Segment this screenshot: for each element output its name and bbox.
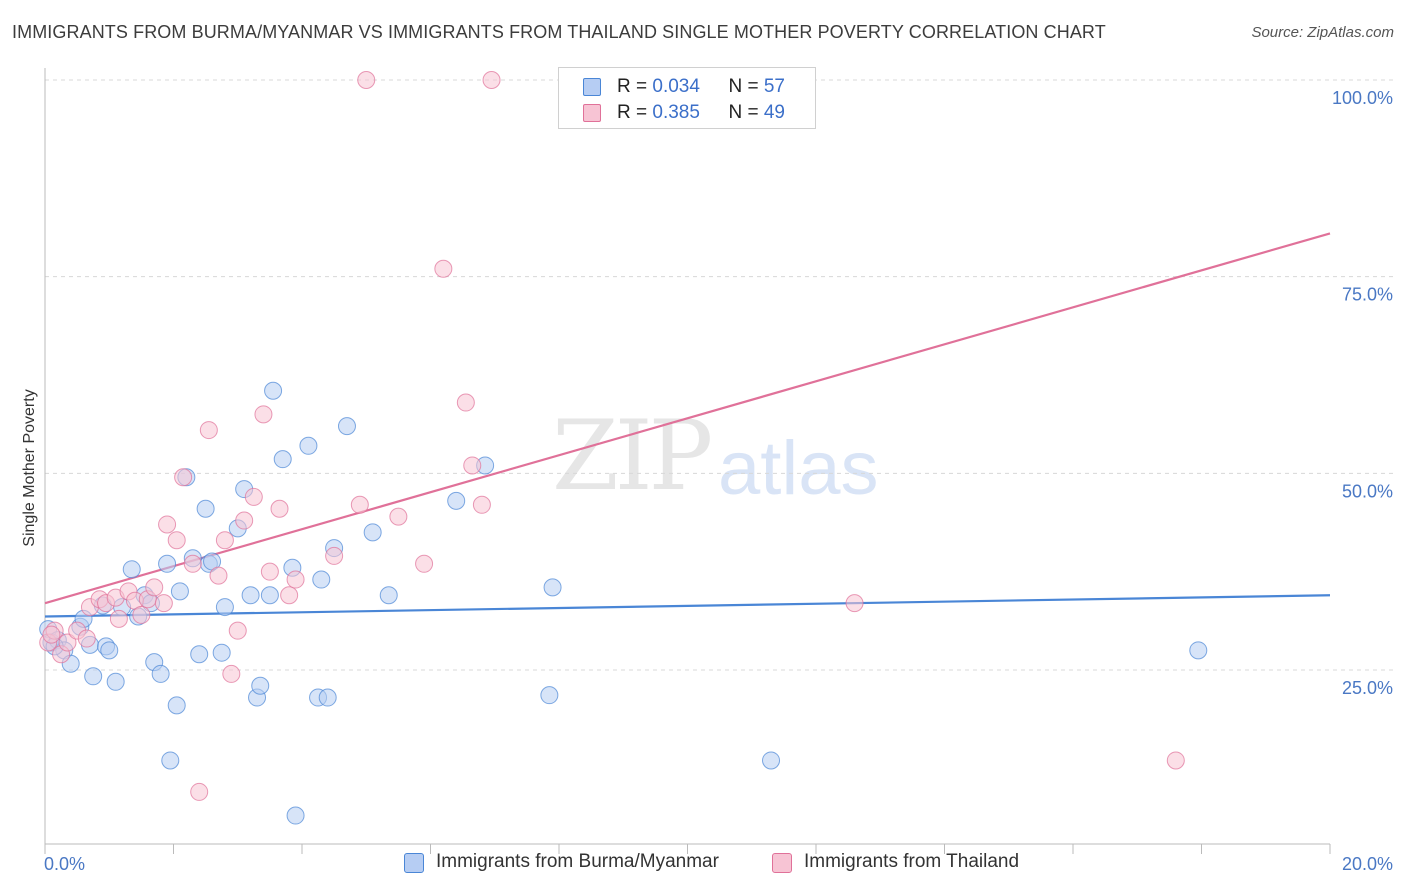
x-tick-label: 20.0%	[1342, 854, 1393, 874]
point-thailand	[254, 405, 273, 424]
legend-n-label: N =	[728, 76, 764, 97]
point-burma	[1189, 641, 1208, 660]
point-burma	[379, 586, 398, 605]
point-thailand	[167, 531, 186, 550]
point-burma	[196, 499, 215, 518]
point-thailand	[325, 546, 344, 565]
point-burma	[273, 450, 292, 469]
point-burma	[167, 696, 186, 715]
legend-n-label: N =	[728, 102, 764, 123]
point-burma	[540, 686, 559, 705]
point-thailand	[183, 554, 202, 573]
point-burma	[122, 560, 141, 579]
point-thailand	[286, 570, 305, 589]
bottom-legend-label: Immigrants from Thailand	[804, 851, 1020, 872]
point-burma	[151, 664, 170, 683]
point-burma	[212, 643, 231, 662]
point-thailand	[154, 594, 173, 613]
y-axis-label: Single Mother Poverty	[21, 389, 38, 546]
point-thailand	[228, 621, 247, 640]
point-burma	[318, 688, 337, 707]
point-thailand	[42, 625, 61, 644]
point-burma	[106, 672, 125, 691]
data-points	[39, 71, 1208, 825]
legend-r-value: 0.034	[652, 76, 700, 97]
point-burma	[241, 586, 260, 605]
gridlines	[45, 79, 1394, 671]
point-burma	[100, 641, 119, 660]
legend-n-value: 49	[763, 102, 785, 123]
point-thailand	[463, 456, 482, 475]
point-thailand	[77, 629, 96, 648]
point-thailand	[280, 586, 299, 605]
point-burma	[543, 578, 562, 597]
point-thailand	[174, 468, 193, 487]
trend-lines	[44, 232, 1331, 618]
point-burma	[337, 417, 356, 436]
point-burma	[447, 491, 466, 510]
point-burma	[363, 523, 382, 542]
point-thailand	[456, 393, 475, 412]
point-thailand	[190, 782, 209, 801]
point-thailand	[215, 531, 234, 550]
point-burma	[158, 554, 177, 573]
point-thailand	[244, 487, 263, 506]
point-burma	[84, 667, 103, 686]
tick-labels: 25.0% 50.0% 75.0% 100.0% 0.0% 20.0% Single Mot…	[21, 88, 1393, 874]
point-thailand	[845, 594, 864, 613]
correlation-legend: R = 0.034 N = 57 R = 0.385 N = 49	[558, 67, 816, 129]
watermark-atlas: atlas	[718, 426, 879, 511]
point-thailand	[109, 609, 128, 628]
point-thailand	[145, 578, 164, 597]
legend-r-value: 0.385	[652, 102, 700, 123]
legend-n-value: 57	[763, 76, 785, 97]
point-thailand	[434, 259, 453, 278]
point-thailand	[415, 554, 434, 573]
point-burma	[215, 598, 234, 617]
point-thailand	[209, 566, 228, 585]
point-thailand	[58, 633, 77, 652]
point-thailand	[270, 499, 289, 518]
point-burma	[264, 381, 283, 400]
point-thailand	[472, 495, 491, 514]
legend-r-label: R =	[617, 102, 653, 123]
legend-swatch-blue	[583, 78, 601, 96]
chart-title: IMMIGRANTS FROM BURMA/MYANMAR VS IMMIGRA…	[12, 22, 1106, 42]
point-thailand	[222, 664, 241, 683]
trend-line-thailand	[44, 232, 1331, 605]
point-burma	[312, 570, 331, 589]
point-thailand	[158, 515, 177, 534]
point-burma	[762, 751, 781, 770]
trend-line-burma	[44, 594, 1331, 618]
y-tick-label: 100.0%	[1332, 88, 1393, 108]
point-thailand	[482, 71, 501, 89]
point-burma	[170, 582, 189, 601]
point-burma	[190, 645, 209, 664]
x-tick-label: 0.0%	[44, 854, 85, 874]
point-thailand	[132, 605, 151, 624]
bottom-legend-label: Immigrants from Burma/Myanmar	[436, 851, 719, 872]
bottom-legend-swatch-blue	[404, 853, 424, 873]
source-credit: Source: ZipAtlas.com	[1251, 24, 1394, 41]
y-tick-label: 50.0%	[1342, 481, 1393, 501]
point-thailand	[357, 71, 376, 89]
point-thailand	[1166, 751, 1185, 770]
point-thailand	[350, 495, 369, 514]
point-thailand	[199, 421, 218, 440]
point-burma	[299, 436, 318, 455]
point-thailand	[235, 511, 254, 530]
point-thailand	[389, 507, 408, 526]
point-burma	[260, 586, 279, 605]
y-tick-label: 25.0%	[1342, 678, 1393, 698]
point-thailand	[260, 562, 279, 581]
point-burma	[161, 751, 180, 770]
axes	[44, 68, 1331, 854]
y-tick-label: 75.0%	[1342, 285, 1393, 305]
legend-swatch-pink	[583, 104, 601, 122]
bottom-legend-swatch-pink	[772, 853, 792, 873]
legend-r-label: R =	[617, 76, 653, 97]
point-burma	[286, 806, 305, 825]
point-burma	[251, 676, 270, 695]
